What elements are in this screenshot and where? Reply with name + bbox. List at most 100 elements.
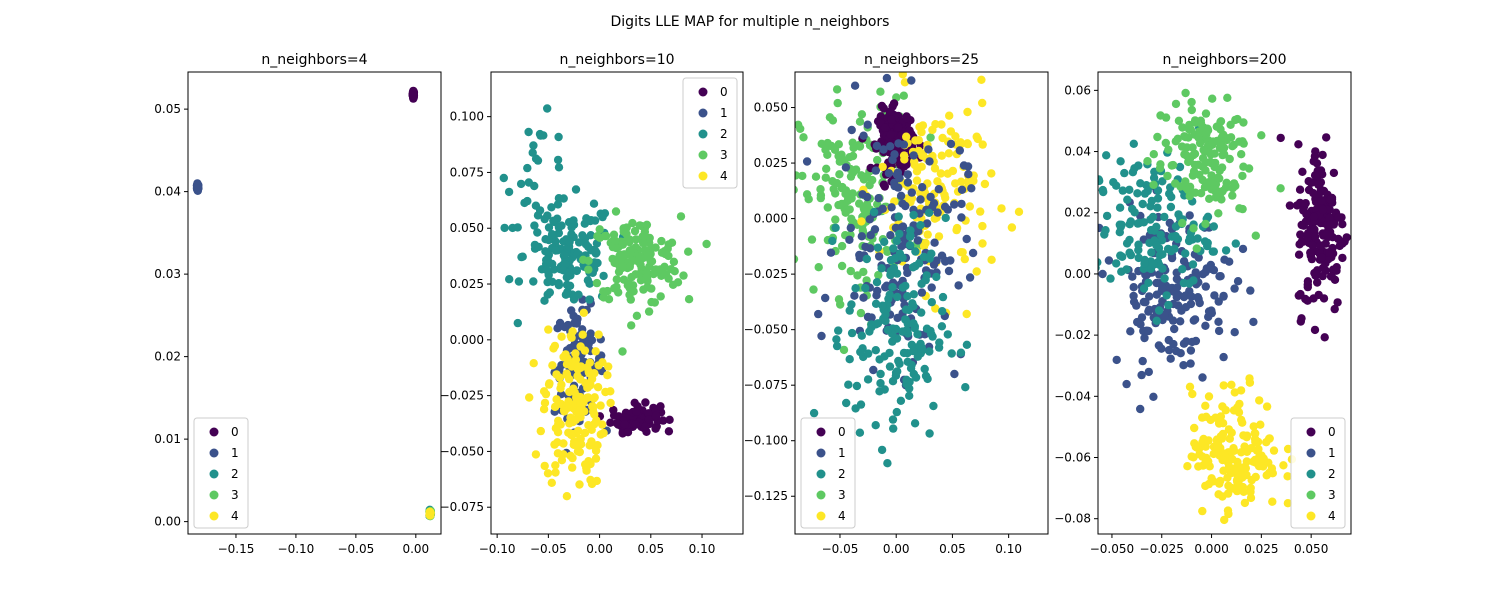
scatter-point bbox=[809, 408, 819, 418]
legend-marker bbox=[1306, 427, 1316, 437]
scatter-point bbox=[919, 242, 929, 251]
scatter-point bbox=[866, 231, 875, 240]
scatter-point bbox=[1269, 446, 1279, 455]
legend-label: 1 bbox=[1328, 446, 1336, 460]
scatter-point bbox=[1164, 335, 1174, 345]
scatter-point bbox=[1187, 97, 1196, 107]
scatter-point bbox=[591, 347, 600, 356]
scatter-point bbox=[1317, 196, 1326, 205]
scatter-point bbox=[666, 265, 676, 274]
scatter-point bbox=[891, 254, 900, 263]
scatter-point bbox=[1279, 461, 1288, 470]
scatter-point bbox=[1165, 218, 1175, 228]
scatter-point bbox=[536, 426, 545, 436]
scatter-point bbox=[1213, 173, 1223, 182]
scatter-point bbox=[898, 283, 907, 292]
y-tick-label: 0.04 bbox=[1064, 145, 1091, 159]
scatter-point bbox=[1216, 117, 1225, 127]
x-tick-label: −0.025 bbox=[1140, 542, 1184, 556]
scatter-point bbox=[523, 196, 532, 206]
scatter-point bbox=[1334, 212, 1343, 222]
legend: 0 1 2 3 4 bbox=[193, 417, 249, 529]
scatter-point bbox=[884, 169, 894, 178]
scatter-point bbox=[1299, 206, 1308, 215]
scatter-point bbox=[1297, 220, 1306, 230]
scatter-point bbox=[599, 271, 608, 281]
scatter-point bbox=[948, 166, 958, 176]
scatter-point bbox=[1178, 218, 1187, 228]
scatter-point bbox=[899, 91, 908, 100]
scatter-point bbox=[1245, 378, 1255, 387]
subplot-title: n_neighbors=10 bbox=[559, 52, 674, 68]
scatter-point bbox=[1137, 313, 1147, 322]
scatter-point bbox=[630, 226, 640, 236]
x-tick-label: 0.025 bbox=[1244, 542, 1278, 556]
scatter-point bbox=[1171, 232, 1180, 241]
scatter-point bbox=[1306, 178, 1316, 187]
scatter-point bbox=[963, 107, 972, 117]
scatter-point bbox=[644, 409, 653, 418]
scatter-point bbox=[814, 309, 823, 319]
subplot-1: n_neighbors=4 −0.15 −0.10 −0.05 0.00 0.00 0.01… bbox=[154, 52, 442, 556]
scatter-point bbox=[903, 292, 912, 301]
scatter-point bbox=[828, 236, 837, 246]
y-tick-label: 0.04 bbox=[154, 185, 181, 199]
scatter-point bbox=[945, 111, 954, 120]
scatter-point bbox=[643, 251, 652, 260]
scatter-point bbox=[890, 150, 899, 159]
scatter-point bbox=[1120, 168, 1129, 178]
scatter-point bbox=[920, 364, 929, 374]
scatter-point bbox=[557, 332, 566, 341]
scatter-point bbox=[534, 242, 543, 252]
scatter-point bbox=[1221, 406, 1231, 415]
scatter-point bbox=[923, 230, 932, 239]
scatter-point bbox=[1213, 442, 1222, 451]
x-tick-label: −0.05 bbox=[530, 542, 567, 556]
scatter-point bbox=[821, 293, 830, 303]
y-tick-label: 0.02 bbox=[154, 350, 181, 364]
scatter-point bbox=[649, 269, 658, 279]
y-tick-label: 0.100 bbox=[450, 110, 484, 124]
scatter-point bbox=[1172, 292, 1182, 302]
y-tick-label: −0.100 bbox=[744, 434, 788, 448]
scatter-point bbox=[909, 319, 918, 328]
scatter-point bbox=[847, 125, 856, 135]
scatter-point bbox=[937, 120, 946, 129]
scatter-point bbox=[574, 238, 584, 247]
scatter-point bbox=[1104, 256, 1114, 265]
scatter-point bbox=[533, 228, 542, 237]
scatter-point bbox=[1183, 462, 1192, 471]
scatter-point bbox=[869, 207, 879, 217]
scatter-point bbox=[768, 173, 776, 181]
scatter-point bbox=[963, 139, 972, 149]
scatter-point bbox=[570, 319, 579, 328]
scatter-point bbox=[1160, 212, 1169, 222]
scatter-point bbox=[821, 173, 830, 182]
scatter-point bbox=[1183, 185, 1193, 195]
scatter-point bbox=[1310, 232, 1320, 241]
scatter-point bbox=[1235, 204, 1244, 213]
scatter-point bbox=[889, 424, 898, 433]
scatter-point bbox=[1149, 180, 1158, 189]
scatter-point bbox=[608, 254, 617, 264]
scatter-point bbox=[795, 120, 803, 129]
legend-marker bbox=[1306, 448, 1316, 458]
scatter-point bbox=[1324, 255, 1333, 264]
scatter-point bbox=[1154, 306, 1164, 315]
scatter-point bbox=[886, 142, 895, 151]
scatter-point bbox=[542, 265, 551, 275]
scatter-point bbox=[852, 381, 862, 391]
legend-box bbox=[800, 417, 856, 529]
scatter-point bbox=[1184, 236, 1194, 246]
scatter-point bbox=[1268, 497, 1277, 506]
scatter-point bbox=[1145, 292, 1154, 301]
legend-marker bbox=[698, 108, 708, 118]
scatter-point bbox=[1276, 133, 1285, 143]
scatter-point bbox=[1176, 349, 1185, 358]
scatter-point bbox=[1318, 263, 1328, 273]
scatter-point bbox=[1216, 125, 1225, 134]
scatter-point bbox=[1267, 464, 1277, 473]
scatter-point bbox=[871, 421, 880, 430]
scatter-point bbox=[1220, 150, 1229, 159]
scatter-point bbox=[619, 275, 629, 284]
